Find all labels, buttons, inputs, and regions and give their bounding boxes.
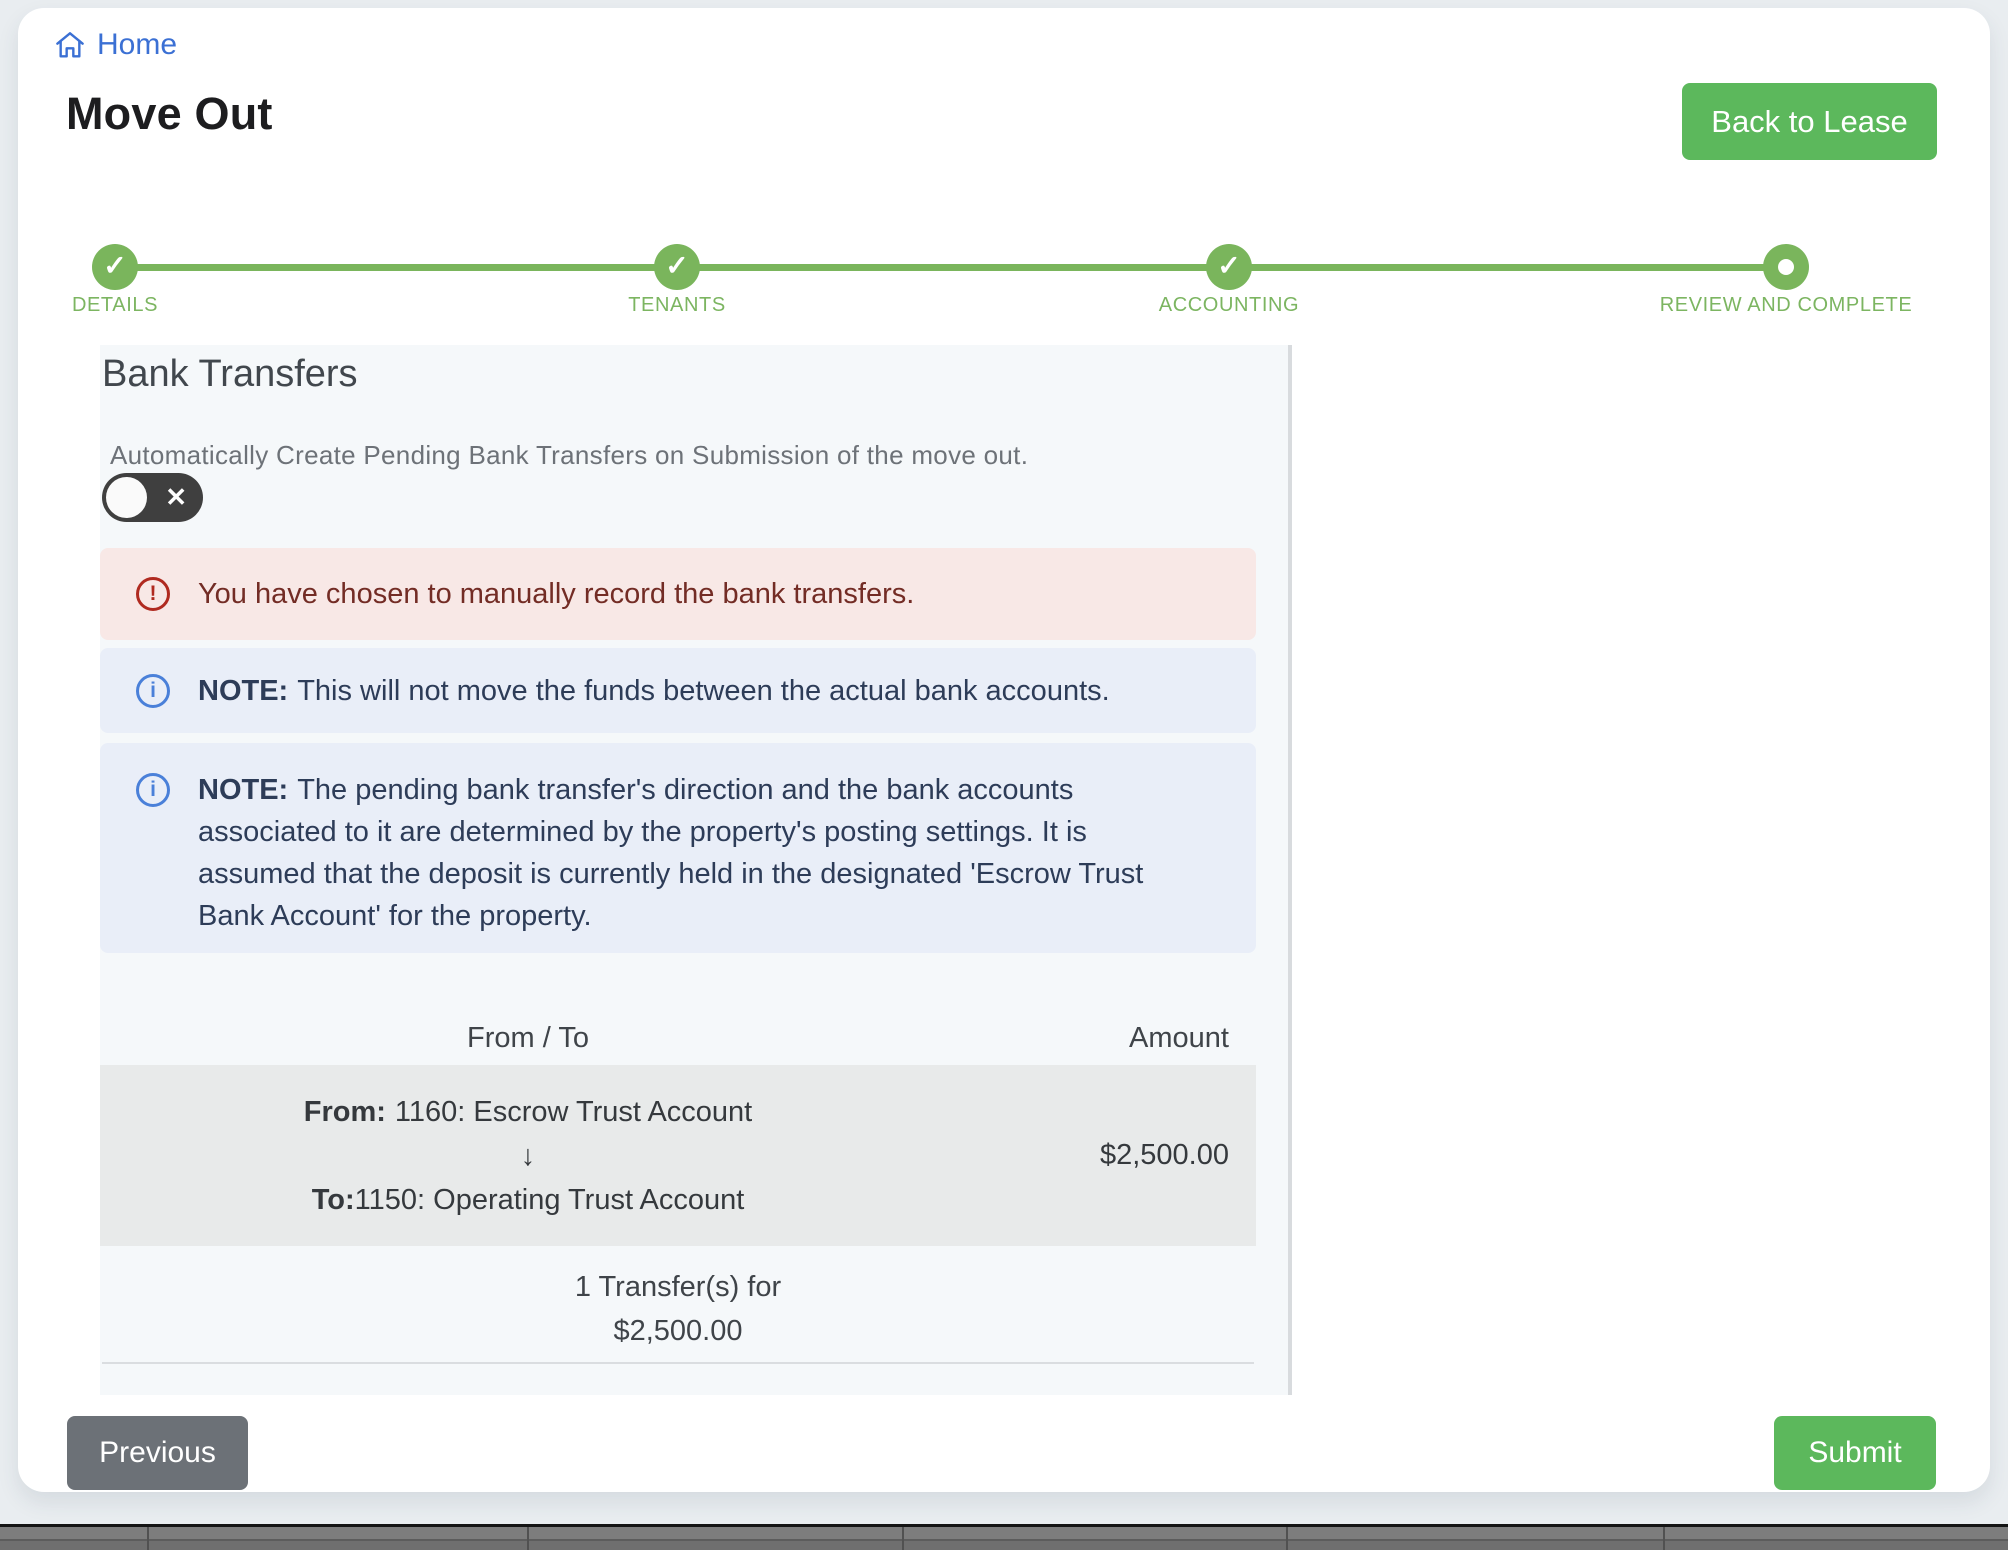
step-review-current-icon (1763, 244, 1809, 290)
toggle-off-x-icon: ✕ (165, 481, 187, 512)
step-details-check-icon: ✓ (92, 244, 138, 290)
toggle-knob (106, 477, 147, 518)
note-posting-settings: i NOTE: The pending bank transfer's direc… (100, 743, 1256, 953)
check-icon: ✓ (1217, 250, 1241, 281)
step-tenants-check-icon: ✓ (654, 244, 700, 290)
error-icon: ! (136, 577, 170, 611)
check-icon: ✓ (103, 250, 127, 281)
back-to-lease-button[interactable]: Back to Lease (1682, 83, 1937, 160)
transfer-summary: 1 Transfer(s) for $2,500.00 (100, 1265, 1256, 1353)
step-tenants-label: TENANTS (628, 294, 726, 316)
step-review-label: REVIEW AND COMPLETE (1659, 294, 1913, 316)
current-step-dot (1778, 259, 1794, 275)
to-label: To: (311, 1183, 355, 1216)
alert-text: You have chosen to manually record the b… (198, 577, 915, 610)
transfer-from-to: From: 1160: Escrow Trust Account ↓ To:115… (100, 1090, 956, 1222)
note-prefix: NOTE: (198, 674, 289, 707)
move-out-card: Home Move Out Back to Lease ✓ DETAILS ✓ … (18, 8, 1990, 1492)
divider (102, 1362, 1254, 1364)
summary-count: 1 Transfer(s) for (574, 1271, 782, 1303)
stepper-line (115, 264, 1786, 271)
manual-record-alert: ! You have chosen to manually record the… (100, 548, 1256, 640)
divider (1663, 1527, 1665, 1550)
auto-create-transfers-toggle[interactable]: ✕ (102, 473, 203, 522)
transfer-amount: $2,500.00 (1099, 1139, 1229, 1171)
divider (1286, 1527, 1288, 1550)
transfer-row: From: 1160: Escrow Trust Account ↓ To:115… (100, 1065, 1256, 1246)
breadcrumb-home-link[interactable]: Home (97, 28, 178, 61)
background-table-strip (0, 1524, 2008, 1550)
to-account: 1150: Operating Trust Account (354, 1183, 745, 1216)
from-label: From: (303, 1095, 386, 1128)
check-icon: ✓ (665, 250, 689, 281)
info-icon: i (136, 673, 170, 708)
from-account: 1160: Escrow Trust Account (394, 1095, 753, 1128)
home-icon (54, 29, 86, 61)
bank-transfers-panel: Bank Transfers Automatically Create Pend… (100, 345, 1292, 1395)
divider (527, 1527, 529, 1550)
summary-total: $2,500.00 (613, 1315, 743, 1347)
step-accounting-label: ACCOUNTING (1158, 294, 1300, 316)
info-icon: i (136, 773, 170, 807)
note-text: NOTE: This will not move the funds betwee… (198, 670, 1110, 712)
step-accounting-check-icon: ✓ (1206, 244, 1252, 290)
note-body: This will not move the funds between the… (297, 674, 1110, 707)
divider (147, 1527, 149, 1550)
header-from-to: From / To (467, 1021, 589, 1054)
page-title: Move Out (66, 88, 273, 139)
toggle-label: Automatically Create Pending Bank Transf… (110, 440, 1029, 470)
note-prefix: NOTE: (198, 774, 289, 806)
note-body: The pending bank transfer's direction an… (198, 774, 1144, 932)
section-title: Bank Transfers (102, 353, 358, 395)
panel-scrollbar[interactable] (1288, 345, 1292, 1395)
submit-button[interactable]: Submit (1774, 1416, 1936, 1490)
previous-button[interactable]: Previous (67, 1416, 248, 1490)
breadcrumb[interactable]: Home (54, 28, 177, 62)
step-details-label: DETAILS (71, 294, 159, 316)
divider (902, 1527, 904, 1550)
transfers-table-header: From / To Amount (100, 1011, 1256, 1065)
arrow-down-icon: ↓ (520, 1139, 536, 1172)
note-funds: i NOTE: This will not move the funds betw… (100, 648, 1256, 733)
header-amount: Amount (1129, 1021, 1229, 1054)
note-text: NOTE: The pending bank transfer's directi… (198, 769, 1208, 937)
